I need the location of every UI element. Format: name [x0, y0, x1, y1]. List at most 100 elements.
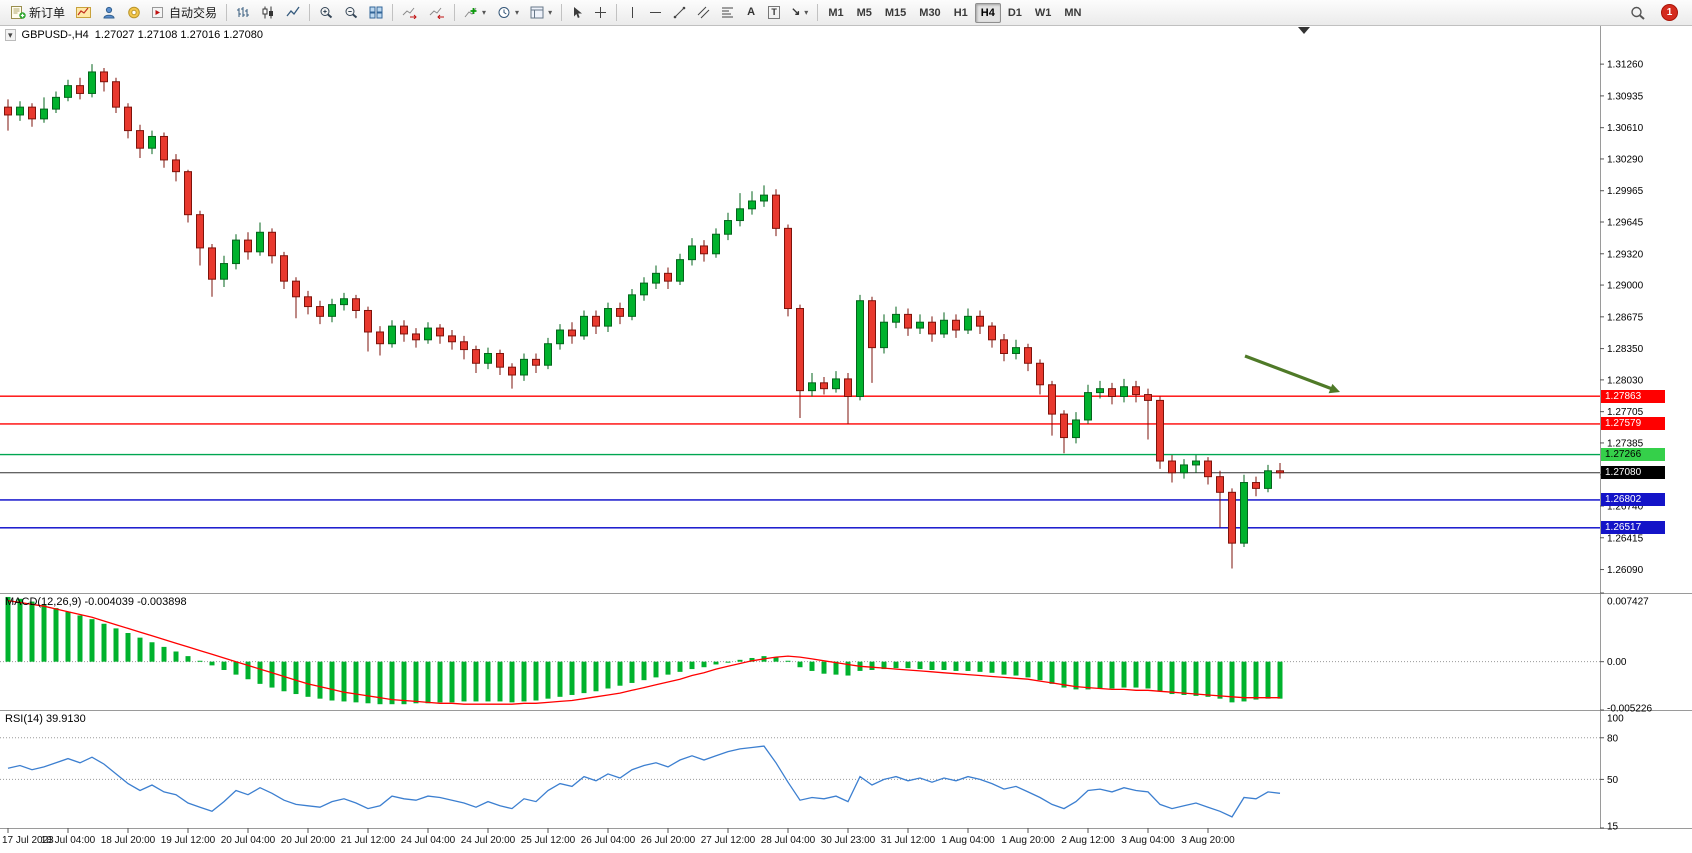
auto-trading-button[interactable]: 自动交易 — [147, 2, 222, 24]
clock-icon — [498, 7, 510, 18]
candlestick-chart-button[interactable] — [256, 2, 280, 24]
zoom-in-button[interactable] — [314, 2, 338, 24]
crosshair-tool-button[interactable] — [589, 2, 612, 24]
time-label: 26 Jul 04:00 — [580, 835, 636, 846]
auto-trading-icon — [152, 7, 164, 18]
auto-scroll-button[interactable] — [397, 2, 423, 24]
trendline-icon — [673, 6, 686, 19]
text-label-tool-button[interactable]: T — [763, 2, 785, 24]
chart-area[interactable]: 1.31260 1.30935 1.30610 1.30290 1.29965 1.296… — [0, 26, 1692, 853]
rsi-tick-label: 50 — [1607, 775, 1619, 786]
line-chart-icon — [286, 6, 300, 17]
rsi-tick-label: 80 — [1607, 733, 1619, 744]
dropdown-caret-icon: ▾ — [482, 8, 487, 17]
channel-tool-button[interactable] — [692, 2, 715, 24]
price-tick-label: 1.28350 — [1607, 344, 1644, 355]
profiles-button[interactable] — [97, 2, 121, 24]
horizontal-line-tool-button[interactable] — [644, 2, 667, 24]
metaeditor-button[interactable] — [122, 2, 146, 24]
timeframe-h1-button[interactable]: H1 — [948, 3, 974, 23]
toolbar-separator — [392, 4, 394, 21]
vertical-line-tool-button[interactable] — [621, 2, 643, 24]
toolbar-separator — [616, 4, 618, 21]
time-label: 18 Jul 04:00 — [40, 835, 96, 846]
new-order-button[interactable]: 新订单 — [6, 2, 70, 24]
periods-button[interactable]: ▾ — [492, 2, 524, 24]
chart-shift-marker[interactable] — [1298, 27, 1310, 34]
price-tick-label: 1.26740 — [1607, 501, 1644, 512]
search-button[interactable] — [1625, 2, 1650, 24]
templates-icon — [530, 6, 544, 19]
indicators-icon — [464, 7, 477, 18]
trend-arrow-annotation[interactable] — [1244, 354, 1340, 394]
time-label: 31 Jul 12:00 — [880, 835, 936, 846]
line-chart-button[interactable] — [281, 2, 305, 24]
timeframe-m1-button[interactable]: M1 — [822, 3, 849, 23]
macd-label: MACD(12,26,9) -0.004039 -0.003898 — [5, 596, 187, 608]
chart-shift-icon — [429, 7, 445, 19]
toolbar-separator — [561, 4, 563, 21]
horizontal-line-icon — [650, 12, 662, 13]
price-tick-label: 1.29000 — [1607, 281, 1644, 292]
current-price-tag: 1.27080 — [1601, 466, 1665, 479]
timeframe-m5-button[interactable]: M5 — [851, 3, 878, 23]
rsi-tick-label: 100 — [1607, 714, 1624, 725]
templates-button[interactable]: ▾ — [525, 2, 557, 24]
chart-canvas: 1.31260 1.30935 1.30610 1.30290 1.29965 1.296… — [0, 26, 1692, 833]
time-label: 1 Aug 20:00 — [1001, 835, 1055, 846]
indicators-button[interactable]: ▾ — [459, 2, 491, 24]
zoom-out-icon — [345, 7, 358, 19]
timeframe-h4-button[interactable]: H4 — [974, 2, 1001, 23]
trendline-tool-button[interactable] — [668, 2, 691, 24]
chart-shift-button[interactable] — [424, 2, 450, 24]
toolbar-separator — [226, 4, 228, 21]
zoom-out-button[interactable] — [339, 2, 363, 24]
new-chart-icon — [76, 7, 92, 18]
dropdown-caret-icon: ▾ — [515, 8, 520, 17]
metaeditor-icon — [128, 6, 140, 19]
search-icon — [1631, 6, 1645, 20]
zoom-in-icon — [320, 7, 333, 19]
time-label: 17 Jul 2023 — [2, 835, 54, 846]
timeframe-m30-button[interactable]: M30 — [913, 3, 946, 23]
price-tick-label: 1.31260 — [1607, 60, 1644, 71]
timeframe-m15-button[interactable]: M15 — [879, 3, 912, 23]
tile-windows-icon — [369, 6, 383, 19]
price-tick-label: 1.30610 — [1607, 123, 1644, 134]
fibonacci-tool-button[interactable] — [716, 2, 739, 24]
cursor-tool-button[interactable] — [566, 2, 588, 24]
new-order-icon — [11, 6, 26, 19]
price-tick-label: 1.30290 — [1607, 154, 1644, 165]
price-tag-1.27863: 1.27863 — [1601, 390, 1665, 403]
symbol-menu-icon[interactable]: ▾ — [5, 29, 16, 41]
time-label: 18 Jul 20:00 — [100, 835, 156, 846]
notification-badge[interactable]: 1 — [1661, 4, 1678, 21]
arrows-tool-button[interactable]: ↘ ▾ — [786, 2, 813, 24]
price-tick-label: 1.27705 — [1607, 407, 1644, 418]
text-tool-button[interactable]: A — [740, 2, 762, 24]
price-tick-label: 1.29320 — [1607, 249, 1644, 260]
macd-indicator — [5, 596, 1283, 705]
timeframe-d1-button[interactable]: D1 — [1002, 3, 1028, 23]
macd-signal-line — [7, 599, 1280, 705]
price-tick-label: 1.28675 — [1607, 312, 1644, 323]
time-label: 2 Aug 12:00 — [1061, 835, 1115, 846]
tile-windows-button[interactable] — [364, 2, 388, 24]
timeframe-w1-button[interactable]: W1 — [1029, 3, 1058, 23]
new-chart-button[interactable] — [71, 2, 96, 24]
arrow-tool-icon: ↘ — [791, 6, 801, 18]
time-label: 19 Jul 12:00 — [160, 835, 216, 846]
time-label: 3 Aug 20:00 — [1181, 835, 1235, 846]
time-label: 24 Jul 20:00 — [460, 835, 516, 846]
bar-chart-button[interactable] — [231, 2, 255, 24]
price-tick-label: 1.28030 — [1607, 375, 1644, 386]
main-toolbar: 新订单 自动交易 — [0, 0, 1692, 26]
candlestick-series — [4, 64, 1284, 569]
time-label: 20 Jul 20:00 — [280, 835, 336, 846]
chart-header: ▾ GBPUSD-,H4 1.27027 1.27108 1.27016 1.2… — [5, 29, 263, 41]
text-tool-icon: A — [747, 6, 756, 18]
toolbar-separator — [309, 4, 311, 21]
timeframe-mn-button[interactable]: MN — [1058, 3, 1087, 23]
profiles-icon — [103, 6, 115, 19]
